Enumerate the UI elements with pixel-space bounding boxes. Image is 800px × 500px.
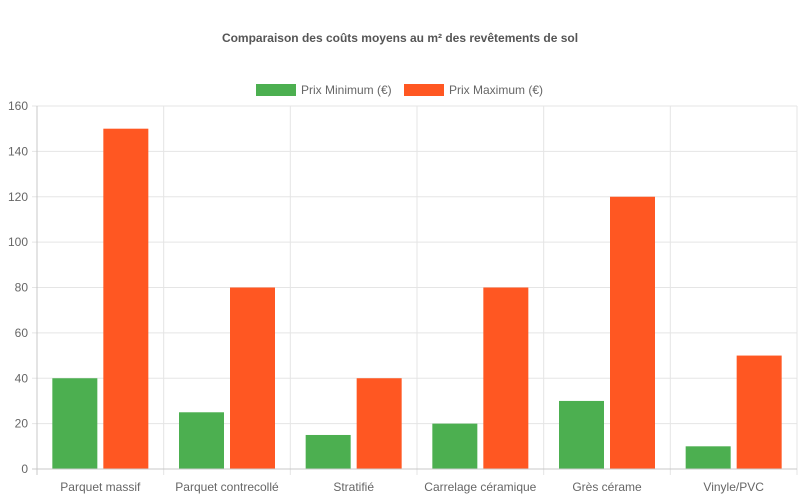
legend-label-min: Prix Minimum (€) bbox=[301, 83, 392, 97]
bar-min-2[interactable] bbox=[305, 434, 351, 469]
legend-item-min[interactable]: Prix Minimum (€) bbox=[256, 83, 392, 97]
y-tick-labels: 0 20 40 60 80 100 120 140 160 bbox=[8, 99, 28, 476]
x-tick-label: Parquet contrecollé bbox=[175, 480, 279, 494]
x-tick-label: Stratifié bbox=[333, 480, 374, 494]
x-tick-label: Parquet massif bbox=[60, 480, 141, 494]
x-tick-label: Vinyle/PVC bbox=[703, 480, 764, 494]
grid bbox=[32, 105, 798, 475]
legend: Prix Minimum (€) Prix Maximum (€) bbox=[256, 83, 543, 97]
legend-swatch-max bbox=[404, 84, 444, 96]
chart-title: Comparaison des coûts moyens au m² des r… bbox=[222, 31, 578, 45]
bar-max-4[interactable] bbox=[610, 196, 655, 469]
bar-max-5[interactable] bbox=[736, 355, 782, 469]
y-tick-label: 120 bbox=[8, 190, 28, 204]
y-tick-label: 80 bbox=[15, 281, 29, 295]
bar-max-3[interactable] bbox=[483, 287, 529, 470]
legend-item-max[interactable]: Prix Maximum (€) bbox=[404, 83, 543, 97]
y-tick-label: 0 bbox=[21, 462, 28, 476]
y-tick-label: 140 bbox=[8, 144, 28, 158]
bar-min-1[interactable] bbox=[179, 412, 224, 469]
legend-label-max: Prix Maximum (€) bbox=[449, 83, 543, 97]
x-tick-labels: Parquet massif Parquet contrecollé Stratif… bbox=[60, 480, 764, 494]
bar-max-1[interactable] bbox=[230, 287, 275, 470]
y-tick-label: 100 bbox=[8, 235, 28, 249]
bar-min-4[interactable] bbox=[559, 400, 604, 469]
y-tick-label: 60 bbox=[15, 326, 29, 340]
bar-max-2[interactable] bbox=[356, 378, 402, 469]
y-tick-label: 20 bbox=[15, 417, 29, 431]
bars bbox=[52, 128, 782, 470]
legend-swatch-min bbox=[256, 84, 296, 96]
bar-min-5[interactable] bbox=[685, 446, 731, 469]
y-tick-label: 40 bbox=[15, 371, 29, 385]
y-tick-label: 160 bbox=[8, 99, 28, 113]
bar-min-0[interactable] bbox=[52, 378, 98, 469]
bar-min-3[interactable] bbox=[432, 423, 478, 469]
x-tick-label: Grès cérame bbox=[572, 480, 642, 494]
x-tick-label: Carrelage céramique bbox=[424, 480, 536, 494]
bar-max-0[interactable] bbox=[103, 128, 149, 469]
